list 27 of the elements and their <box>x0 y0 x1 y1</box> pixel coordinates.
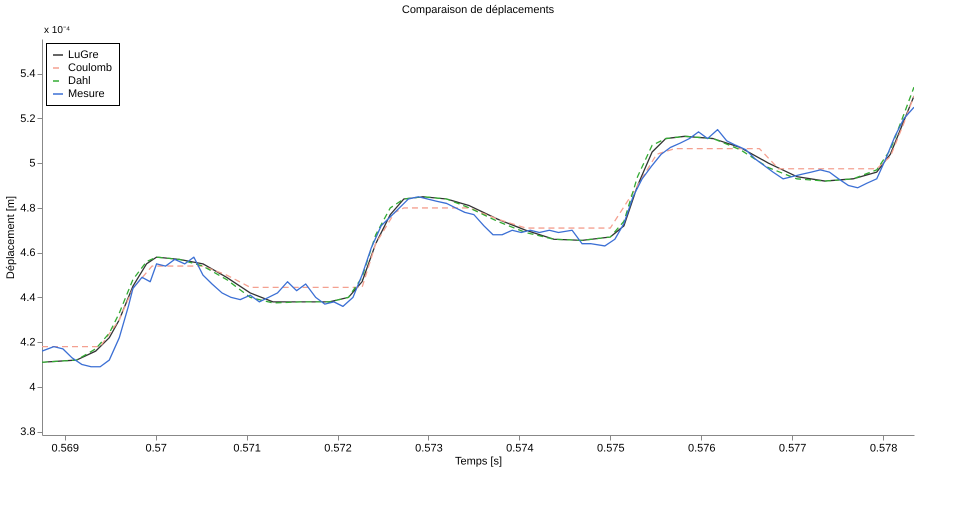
x-tick-label: 0.575 <box>597 442 625 454</box>
y-tick-label: 4.8 <box>20 202 36 214</box>
y-tick-label: 4 <box>29 381 36 394</box>
x-tick-label: 0.578 <box>870 442 898 454</box>
x-tick-label: 0.569 <box>51 442 79 454</box>
x-tick-label: 0.574 <box>506 442 534 454</box>
y-tick-label: 5.2 <box>20 112 36 125</box>
legend-label: Dahl <box>68 75 91 87</box>
chart-title: Comparaison de déplacements <box>402 4 555 16</box>
y-tick-label: 4.2 <box>20 336 36 349</box>
x-tick-label: 0.572 <box>324 442 352 454</box>
x-tick-label: 0.571 <box>233 442 261 454</box>
y-tick-label: 5.4 <box>20 68 36 80</box>
x-tick-label: 0.57 <box>145 442 167 454</box>
y-tick-label: 3.8 <box>20 426 36 438</box>
text: x 10⁻⁴ <box>44 25 70 36</box>
y-axis-title: Déplacement [m] <box>5 196 18 280</box>
legend-label: Coulomb <box>68 62 112 74</box>
x-tick-label: 0.573 <box>415 442 443 454</box>
x-axis-title: Temps [s] <box>454 456 502 468</box>
legend-label: LuGre <box>68 49 99 61</box>
x-tick-label: 0.577 <box>778 442 806 454</box>
y-tick-label: 4.6 <box>20 247 36 260</box>
x-tick-label: 0.576 <box>688 442 716 454</box>
legend-label: Mesure <box>68 88 105 100</box>
y-tick-label: 4.4 <box>20 292 36 304</box>
y-tick-label: 5 <box>29 158 36 170</box>
